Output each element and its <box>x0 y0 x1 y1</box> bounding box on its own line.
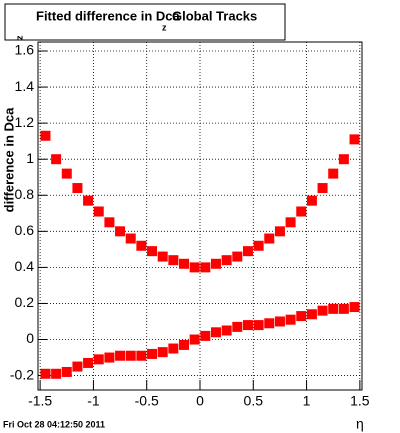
marker <box>104 352 115 363</box>
marker <box>306 195 317 206</box>
x-tick-label: 0 <box>196 393 204 409</box>
marker <box>136 350 147 361</box>
x-axis-label: η <box>356 416 364 432</box>
marker <box>168 343 179 354</box>
marker <box>242 320 253 331</box>
y-tick-label: 0.4 <box>15 258 35 274</box>
marker <box>40 368 51 379</box>
marker <box>274 226 285 237</box>
marker <box>157 347 168 358</box>
marker <box>264 318 275 329</box>
marker <box>200 262 211 273</box>
y-tick-label: 0 <box>26 330 34 346</box>
title-box <box>4 3 286 41</box>
marker <box>115 350 126 361</box>
marker <box>242 246 253 257</box>
marker <box>147 246 158 257</box>
marker <box>115 226 126 237</box>
y-tick-label: -0.2 <box>10 366 34 382</box>
marker <box>296 206 307 217</box>
y-tick-label: 0.2 <box>15 294 35 310</box>
marker <box>72 361 83 372</box>
marker <box>274 316 285 327</box>
marker <box>157 251 168 262</box>
title-suffix: Global Tracks <box>172 8 257 23</box>
marker <box>253 240 264 251</box>
marker <box>179 339 190 350</box>
marker <box>61 366 72 377</box>
marker <box>285 217 296 228</box>
marker <box>61 168 72 179</box>
marker <box>296 311 307 322</box>
marker <box>179 258 190 269</box>
y-tick-label: 0.8 <box>15 186 35 202</box>
marker <box>83 195 94 206</box>
marker <box>51 154 62 165</box>
x-tick-label: 0.5 <box>244 393 264 409</box>
y-tick-label: 1.2 <box>15 114 35 130</box>
marker <box>200 330 211 341</box>
marker <box>317 183 328 194</box>
marker <box>221 325 232 336</box>
x-tick-label: 1.5 <box>350 393 370 409</box>
marker <box>306 309 317 320</box>
y-tick-label: 1 <box>26 150 34 166</box>
marker <box>328 303 339 314</box>
marker <box>221 255 232 266</box>
marker <box>125 233 136 244</box>
y-axis-label: difference in Dca <box>1 107 16 213</box>
marker <box>210 258 221 269</box>
marker <box>285 314 296 325</box>
y-tick-label: 1.4 <box>15 78 35 94</box>
marker <box>72 183 83 194</box>
marker <box>147 348 158 359</box>
marker <box>210 327 221 338</box>
marker <box>168 255 179 266</box>
marker <box>51 368 62 379</box>
marker <box>349 134 360 145</box>
marker <box>104 217 115 228</box>
marker <box>253 320 264 331</box>
y-tick-label: 0.6 <box>15 222 35 238</box>
x-tick-label: -0.5 <box>135 393 159 409</box>
x-tick-label: -1.5 <box>28 393 52 409</box>
marker <box>338 303 349 314</box>
chart-title: Fitted difference in Dca <box>36 8 181 23</box>
marker <box>232 251 243 262</box>
marker <box>93 206 104 217</box>
marker <box>317 305 328 316</box>
footer: Fri Oct 28 04:12:50 2011 <box>3 419 105 429</box>
marker <box>189 334 200 345</box>
title-subscript: z <box>162 22 167 32</box>
marker <box>93 354 104 365</box>
marker <box>328 168 339 179</box>
y-axis-label-subscript: z <box>14 35 24 40</box>
marker <box>40 130 51 141</box>
marker <box>125 350 136 361</box>
y-tick-label: 1.6 <box>15 42 35 58</box>
marker <box>338 154 349 165</box>
x-tick-label: 1 <box>303 393 311 409</box>
marker <box>349 302 360 313</box>
x-tick-label: -1 <box>87 393 100 409</box>
marker <box>189 262 200 273</box>
marker <box>232 321 243 332</box>
marker <box>264 233 275 244</box>
marker <box>83 357 94 368</box>
marker <box>136 240 147 251</box>
